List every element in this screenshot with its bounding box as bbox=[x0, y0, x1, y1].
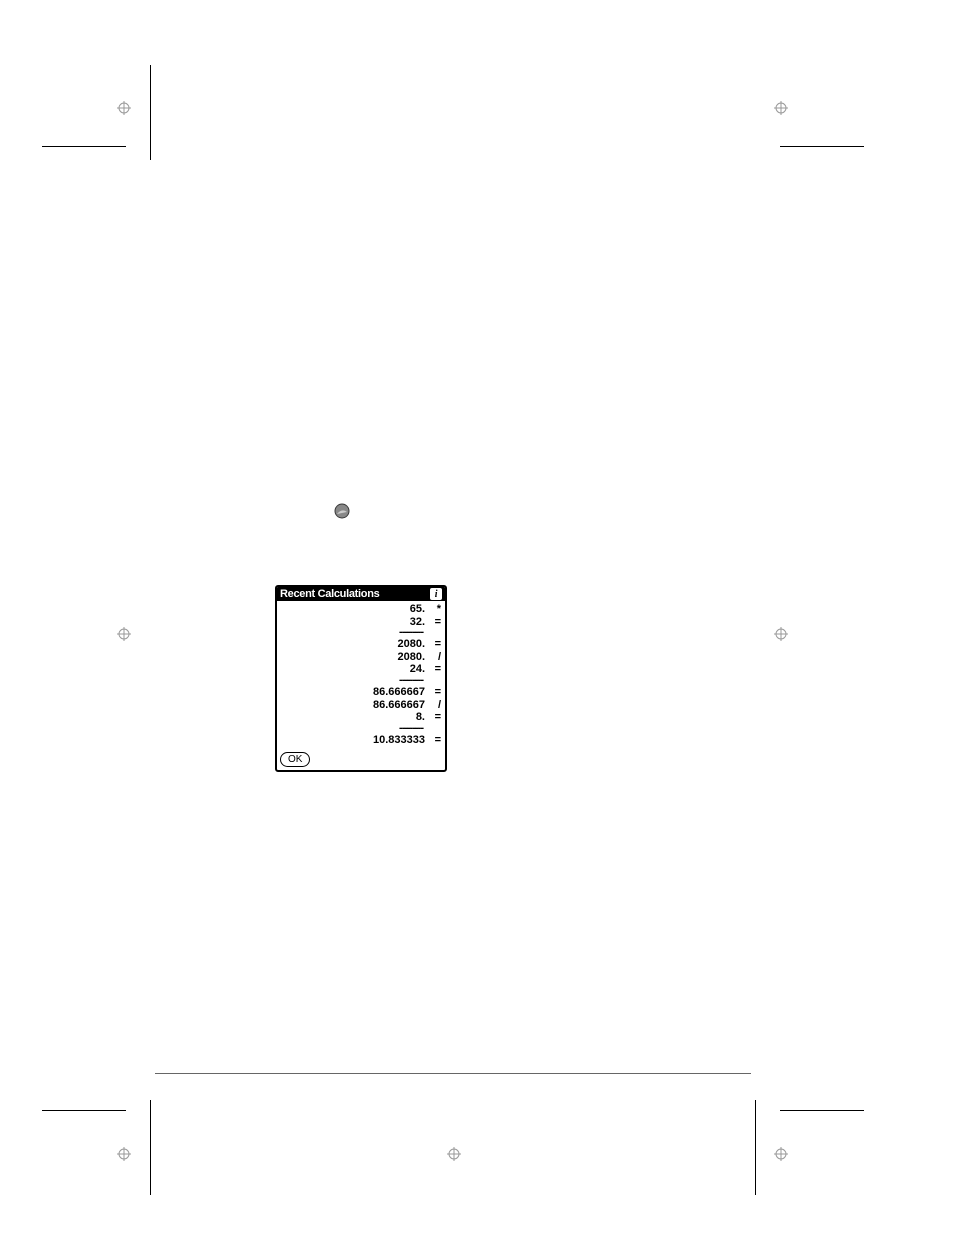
recent-calculations-dialog: Recent Calculations i 65.*32.=---------2… bbox=[275, 585, 447, 772]
info-icon[interactable]: i bbox=[430, 588, 442, 600]
crop-mark bbox=[755, 1100, 756, 1195]
calculation-value: 2080. bbox=[335, 638, 425, 651]
calculation-row: 86.666667= bbox=[281, 686, 441, 699]
calculation-separator: --------- bbox=[281, 724, 441, 734]
registration-mark-icon bbox=[774, 1147, 788, 1161]
registration-mark-icon bbox=[117, 627, 131, 641]
registration-mark-icon bbox=[117, 101, 131, 115]
dialog-title: Recent Calculations bbox=[280, 588, 379, 600]
registration-mark-icon bbox=[774, 627, 788, 641]
registration-mark-icon bbox=[447, 1147, 461, 1161]
crop-mark bbox=[780, 1110, 864, 1111]
registration-mark-icon bbox=[774, 101, 788, 115]
calculation-operator: / bbox=[425, 699, 441, 712]
dialog-footer: OK bbox=[277, 748, 445, 770]
page-rule bbox=[155, 1073, 751, 1074]
app-icon bbox=[333, 502, 351, 520]
calculation-operator: = bbox=[425, 616, 441, 629]
calculation-row: 10.833333= bbox=[281, 734, 441, 747]
crop-mark bbox=[42, 1110, 126, 1111]
ok-button[interactable]: OK bbox=[280, 752, 310, 767]
calculation-value: 65. bbox=[335, 603, 425, 616]
calculation-row: 2080./ bbox=[281, 651, 441, 664]
calculation-row: 86.666667/ bbox=[281, 699, 441, 712]
crop-mark bbox=[42, 146, 126, 147]
calculation-separator: --------- bbox=[281, 628, 441, 638]
registration-mark-icon bbox=[117, 1147, 131, 1161]
calculation-operator: / bbox=[425, 651, 441, 664]
calculation-value: 86.666667 bbox=[335, 686, 425, 699]
calculation-operator: = bbox=[425, 638, 441, 651]
calculation-row: 65.* bbox=[281, 603, 441, 616]
calculation-value: 86.666667 bbox=[335, 699, 425, 712]
calculation-value: 2080. bbox=[335, 651, 425, 664]
calculation-operator: * bbox=[425, 603, 441, 616]
crop-mark bbox=[780, 146, 864, 147]
calculation-operator: = bbox=[425, 663, 441, 676]
calculation-operator: = bbox=[425, 686, 441, 699]
calculation-list: 65.*32.=---------2080.=2080./24.=-------… bbox=[277, 601, 445, 748]
calculation-operator: = bbox=[425, 734, 441, 747]
crop-mark bbox=[150, 65, 151, 160]
crop-mark bbox=[150, 1100, 151, 1195]
calculation-operator: = bbox=[425, 711, 441, 724]
calculation-value: 10.833333 bbox=[335, 734, 425, 747]
calculation-row: 2080.= bbox=[281, 638, 441, 651]
dialog-title-bar: Recent Calculations i bbox=[277, 587, 445, 601]
calculation-separator: --------- bbox=[281, 676, 441, 686]
